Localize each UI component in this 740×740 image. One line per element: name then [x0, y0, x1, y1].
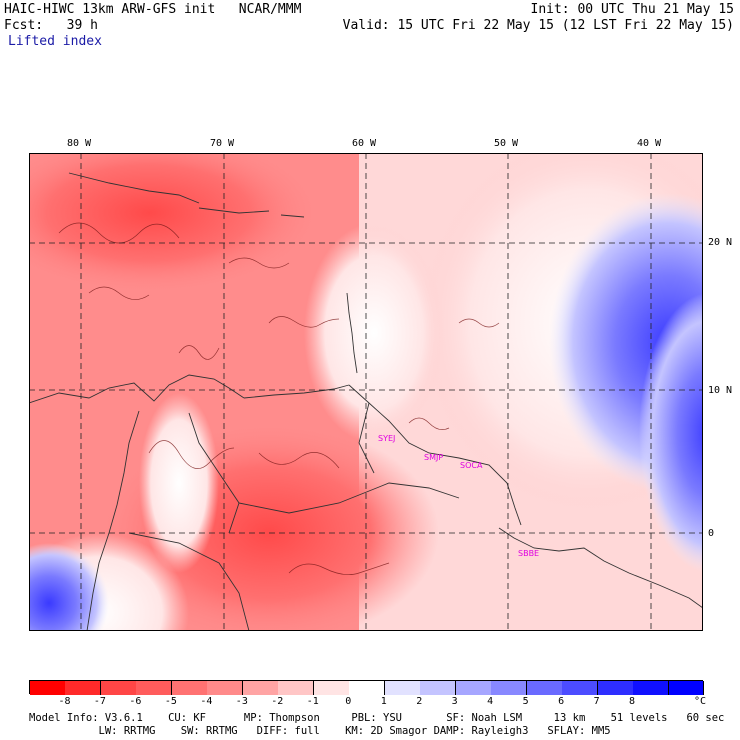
- legend-tick-label: -4: [200, 696, 213, 707]
- legend-swatch: [526, 681, 563, 695]
- legend-swatch: [633, 681, 670, 695]
- legend-tick-label: 3: [451, 696, 458, 707]
- legend-tick-label: -5: [164, 696, 177, 707]
- legend-swatch: [207, 681, 244, 695]
- contour-5: [258, 452, 340, 469]
- coast-puerto-rico: [280, 214, 305, 218]
- legend-swatch: [384, 681, 421, 695]
- legend-tick-label: -8: [58, 696, 71, 707]
- legend-tick-label: 4: [487, 696, 494, 707]
- lon-label-70w: 70 W: [210, 138, 235, 149]
- forecast-hour: Fcst: 39 h: [4, 18, 98, 33]
- legend-swatch: [668, 681, 705, 695]
- model-info-line1: Model Info: V3.6.1 CU: KF MP: Thompson P…: [29, 712, 725, 724]
- legend-swatch: [171, 681, 208, 695]
- legend-tick-label: 2: [416, 696, 423, 707]
- legend-tick-label: -2: [271, 696, 284, 707]
- lon-label-60w: 60 W: [352, 138, 377, 149]
- coast-cuba: [68, 172, 200, 204]
- contour-8: [178, 345, 220, 360]
- legend-swatch: [455, 681, 492, 695]
- contour-10: [88, 286, 150, 300]
- legend-tick-label: 6: [558, 696, 565, 707]
- contour-6: [288, 562, 390, 575]
- legend-tick-label: 8: [629, 696, 636, 707]
- init-time: Init: 00 UTC Thu 21 May 15: [530, 2, 735, 17]
- station-smjp: SMJP: [424, 453, 443, 462]
- legend-tick-label: 7: [593, 696, 600, 707]
- field-andes-pale: [139, 393, 219, 573]
- legend-tick-label: 0: [345, 696, 352, 707]
- coast-central-america: [29, 374, 245, 404]
- station-syej: SYEJ: [378, 434, 395, 443]
- station-sbbe: SBBE: [518, 549, 539, 558]
- legend-swatch: [420, 681, 457, 695]
- border-brazil-north: [238, 482, 460, 514]
- border-venezuela-colombia: [188, 412, 240, 534]
- lat-label-eq: 0: [708, 528, 715, 539]
- lon-label-80w: 80 W: [67, 138, 92, 149]
- coast-lesser-antilles: [346, 292, 358, 374]
- legend-swatch: [597, 681, 634, 695]
- valid-time: Valid: 15 UTC Fri 22 May 15 (12 LST Fri …: [342, 18, 734, 33]
- map-frame: [29, 153, 703, 631]
- station-soca: SOCA: [460, 461, 483, 470]
- legend-tick-label: -3: [235, 696, 248, 707]
- contour-3: [268, 316, 340, 328]
- field-pacific-blue: [29, 543, 109, 631]
- lat-label-10n: 10 N: [708, 385, 733, 396]
- field-name: Lifted index: [8, 34, 102, 49]
- legend-swatch: [562, 681, 599, 695]
- legend-color-bar: [29, 680, 705, 695]
- field-caribbean-white: [304, 223, 444, 443]
- coast-pacific-south-america: [86, 410, 140, 631]
- legend-swatch: [100, 681, 137, 695]
- coast-caribbean-south: [243, 384, 350, 399]
- contour-7: [408, 417, 450, 430]
- legend-swatch: [65, 681, 102, 695]
- legend-swatch: [491, 681, 528, 695]
- legend-tick-label: 1: [380, 696, 387, 707]
- legend-tick-label: 5: [522, 696, 529, 707]
- lat-label-20n: 20 N: [708, 237, 733, 248]
- model-title: HAIC-HIWC 13km ARW-GFS init NCAR/MMM: [4, 2, 302, 17]
- lifted-index-map: SYEJ SMJP SOCA SBBE: [29, 153, 703, 631]
- model-info-line2: LW: RRTMG SW: RRTMG DIFF: full KM: 2D Sm…: [29, 725, 611, 737]
- coast-south-america-north: [348, 384, 522, 526]
- legend-tick-label: -6: [129, 696, 142, 707]
- legend-swatch: [136, 681, 173, 695]
- legend-swatch: [278, 681, 315, 695]
- legend-tick-label: -1: [306, 696, 319, 707]
- border-peru-brazil: [128, 532, 250, 631]
- contour-9: [458, 318, 500, 328]
- legend-tick-label: -7: [93, 696, 106, 707]
- contour-2: [228, 257, 290, 269]
- lon-label-50w: 50 W: [494, 138, 519, 149]
- legend-swatch: [30, 681, 66, 695]
- legend-unit: °C: [694, 696, 707, 707]
- legend-swatch: [349, 681, 386, 695]
- coast-amazon-mouth: [498, 527, 703, 609]
- contour-4: [148, 440, 235, 469]
- legend-swatch: [242, 681, 279, 695]
- legend-swatch: [313, 681, 350, 695]
- coast-hispaniola: [198, 207, 270, 214]
- field-atlantic-blue-east: [639, 293, 703, 573]
- lon-label-40w: 40 W: [637, 138, 662, 149]
